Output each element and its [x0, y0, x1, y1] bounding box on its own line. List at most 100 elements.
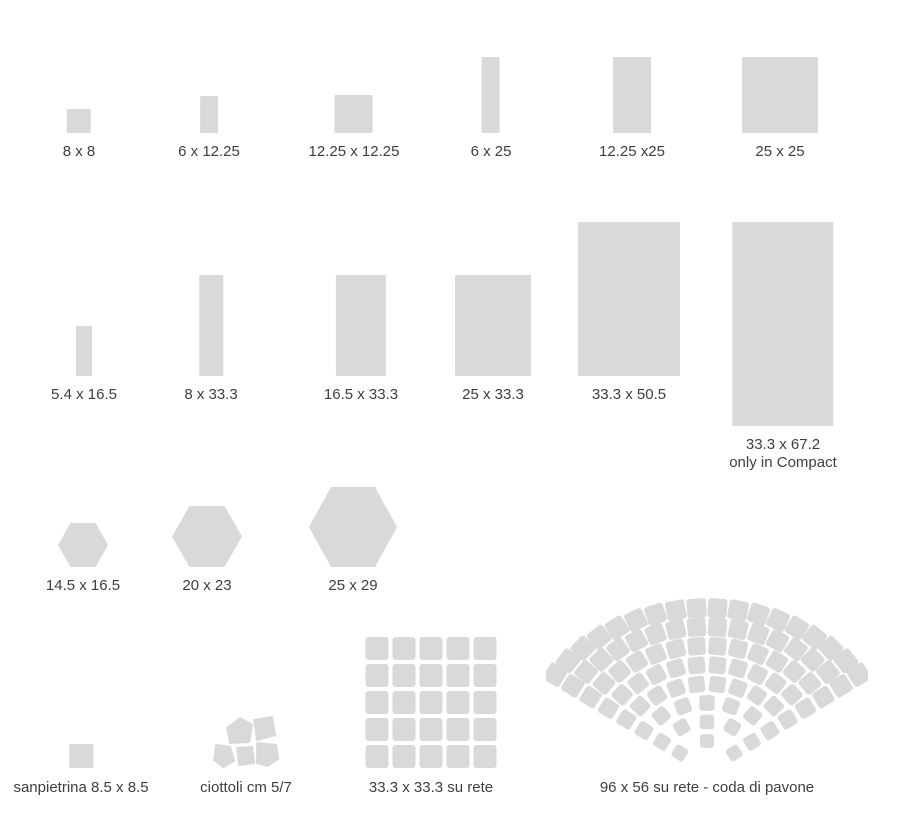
fan-tile [784, 615, 810, 641]
format-25x25: 25 x 25 [742, 57, 818, 161]
mesh-tile [473, 745, 497, 768]
fan-tile [586, 624, 612, 650]
fan-tile [800, 647, 825, 672]
format-6x25: 6 x 25 [470, 57, 512, 161]
fan-tile [743, 732, 761, 751]
fan-tile [725, 744, 743, 762]
format-6x12-25: 6 x 12.25 [178, 57, 240, 161]
mesh-tile [392, 718, 416, 741]
mesh-tile [446, 718, 470, 741]
fan-tile [829, 674, 853, 698]
fan-tile [570, 635, 596, 661]
mesh-tile [446, 664, 470, 687]
fan-tile [574, 660, 598, 684]
format-label: sanpietrina 8.5 x 8.5 [13, 779, 149, 796]
tile-swatch-16-5x33-3 [335, 275, 386, 376]
format-8x33-3: 8 x 33.3 [184, 222, 238, 404]
mesh-tile [365, 745, 389, 768]
format-label: 96 x 56 su rete - coda di pavone [599, 779, 815, 796]
fan-tile [647, 685, 668, 706]
format-label: 6 x 25 [470, 143, 512, 160]
fan-tile [686, 598, 707, 619]
format-label: 20 x 23 [182, 577, 232, 594]
fan-tile [784, 637, 808, 662]
fan-tile [747, 643, 769, 665]
tile-swatch-sanpietrina [69, 744, 93, 768]
fan-tile [687, 656, 706, 675]
tile-swatch-8x8 [67, 109, 91, 133]
format-size-text: 33.3 x 67.2 [745, 436, 821, 453]
fan-tile [728, 658, 748, 679]
fan-tile [579, 685, 602, 709]
fan-tile [746, 602, 770, 626]
fan-tile [665, 618, 687, 641]
mesh-tile [365, 691, 389, 714]
format-12-25x12-25: 12.25 x 12.25 [308, 57, 400, 161]
format-label: 33.3 x 50.5 [591, 386, 667, 403]
format-label: 5.4 x 16.5 [51, 386, 117, 403]
fan-tile [673, 697, 693, 716]
format-label: 33.3 x 33.3 su rete [368, 779, 494, 796]
hexagon-swatch-25x29 [309, 487, 397, 567]
fan-tile [644, 622, 667, 646]
fan-tile [627, 672, 650, 695]
fan-tile [727, 618, 749, 641]
fan-tile [546, 662, 568, 688]
format-33-3x50-5: 33.3 x 50.5 [578, 222, 680, 404]
format-label: 12.25 x 12.25 [308, 143, 400, 160]
fan-tile [802, 624, 828, 650]
fan-tile [727, 599, 749, 622]
format-33-3x67-2: 33.3 x 67.2 only in Compact [729, 222, 837, 472]
format-25x33-3: 25 x 33.3 [455, 222, 531, 404]
fan-tile [653, 732, 671, 751]
fan-tile [798, 672, 822, 695]
fan-tile [782, 660, 806, 683]
fan-tile [651, 706, 671, 726]
fan-tile [746, 685, 767, 706]
format-12-25x25: 12.25 x25 [599, 57, 665, 161]
fan-tile [708, 636, 727, 656]
mesh-tile [446, 637, 470, 660]
fan-tile [665, 638, 687, 660]
fan-tile [644, 602, 668, 626]
fan-tile [760, 721, 780, 741]
format-33-3x33-3-su-rete: 33.3 x 33.3 su rete [365, 597, 497, 797]
format-label: 33.3 x 67.2 only in Compact [729, 436, 837, 472]
fan-tile [699, 714, 715, 730]
format-label: 25 x 33.3 [462, 386, 524, 403]
fan-mosaic [546, 598, 868, 762]
format-label: ciottoli cm 5/7 [200, 779, 292, 796]
fan-tile [629, 695, 651, 717]
format-label: 25 x 29 [328, 577, 378, 594]
tile-swatch-25x25 [742, 57, 818, 133]
fan-tile [816, 660, 840, 684]
fan-tile [592, 672, 616, 695]
tile-swatch-12-25x12-25 [334, 95, 373, 133]
format-label: 25 x 25 [755, 143, 805, 160]
fan-tile [846, 662, 868, 688]
fan-tile [671, 744, 689, 762]
format-8x8: 8 x 8 [63, 57, 95, 161]
hexagon-swatch-14-5x16-5 [57, 523, 108, 567]
mesh-tile [365, 718, 389, 741]
fan-tile [686, 617, 707, 638]
tile-swatch-25x33-3 [455, 275, 531, 376]
tile-swatch-6x12-25 [200, 96, 218, 133]
tile-swatch-12-25x25 [612, 57, 651, 133]
format-hex-25x29: 25 x 29 [309, 487, 397, 595]
fan-tile [625, 650, 649, 673]
fan-tile [728, 678, 748, 698]
fan-tile [589, 647, 614, 672]
pebbles-cluster [212, 716, 279, 768]
mesh-tile [365, 637, 389, 660]
tile-swatch-33-3x67-2 [732, 222, 834, 426]
format-hex-14-5x16-5: 14.5 x 16.5 [46, 487, 120, 595]
fan-tile [561, 674, 585, 698]
fan-tile [794, 697, 817, 719]
format-label: 16.5 x 33.3 [323, 386, 399, 403]
fan-tile [812, 685, 835, 709]
mesh-tile [419, 718, 443, 741]
mesh-tile [446, 691, 470, 714]
tile-swatch-5-4x16-5 [75, 326, 92, 376]
fan-tile [747, 664, 769, 685]
